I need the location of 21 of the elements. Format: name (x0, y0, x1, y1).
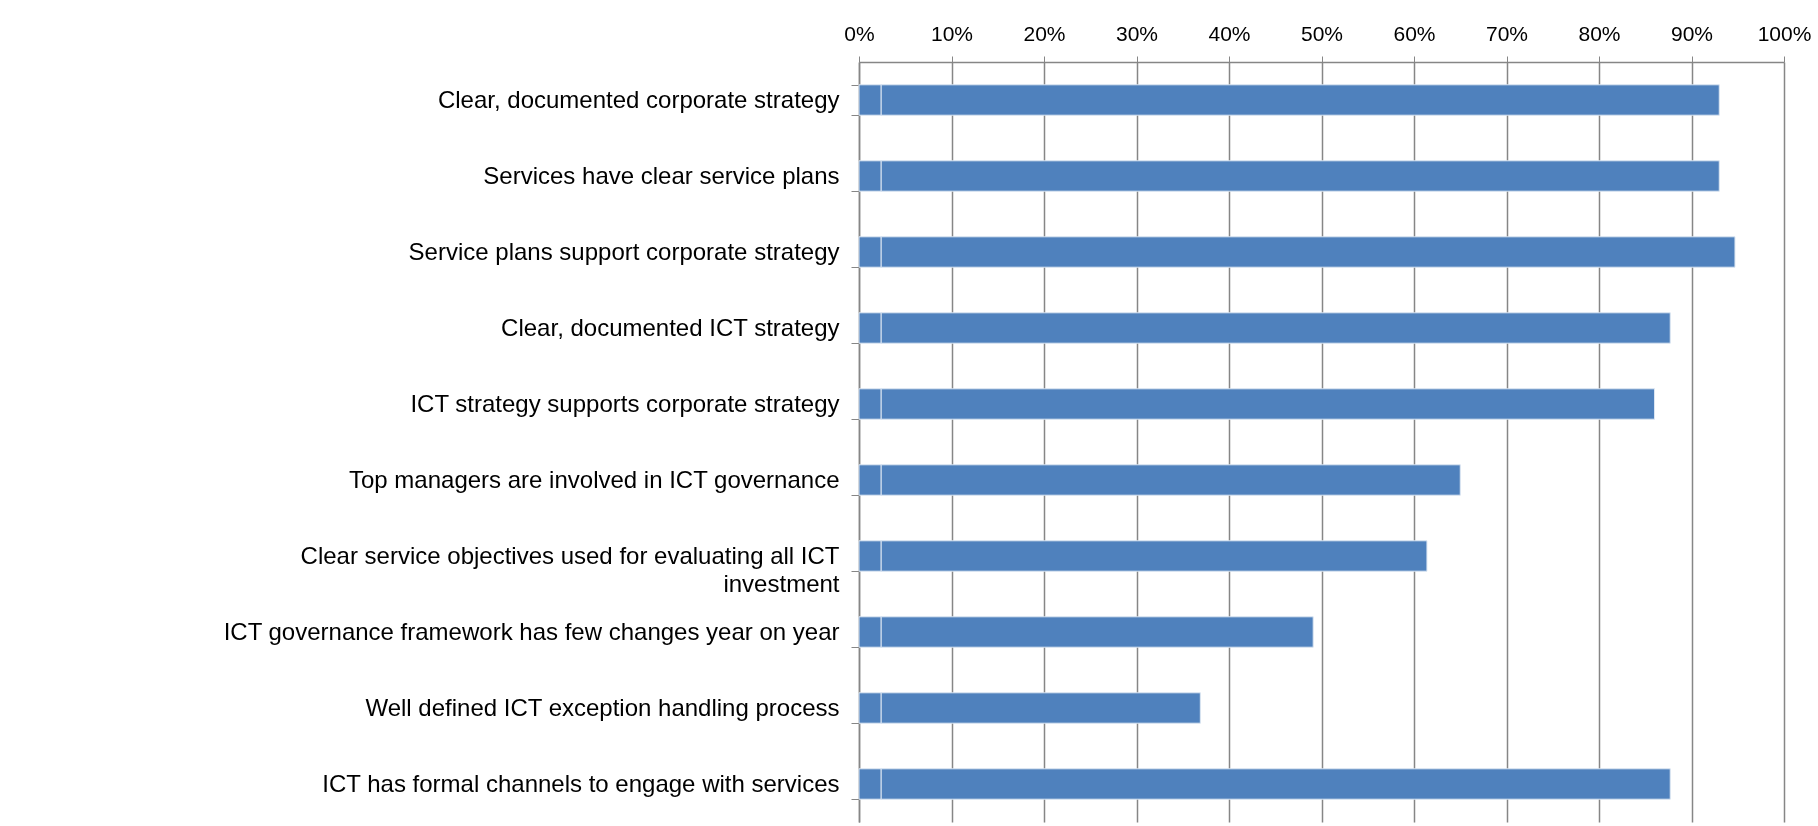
x-tick-label: 30% (1115, 21, 1159, 45)
x-tick-label: 40% (1208, 21, 1251, 45)
x-tick-label: 50% (1300, 21, 1344, 45)
y-tick-label: Clear service objectives used for evaluating all ICT investment (300, 541, 840, 597)
y-tick-label: Services have clear service plans (483, 161, 840, 189)
y-tick-label: Clear, documented corporate strategy (437, 85, 840, 113)
x-tick-label: 80% (1578, 21, 1621, 45)
y-tick-label: ICT has formal channels to engage with services (322, 769, 840, 797)
y-tick-label: Top managers are involved in ICT governance (349, 465, 840, 493)
y-tick-label: Clear, documented ICT strategy (501, 313, 840, 341)
x-tick-label: 100% (1757, 21, 1812, 45)
y-tick-label: ICT governance framework has few changes year on year (223, 617, 840, 645)
x-tick-label: 60% (1393, 21, 1436, 45)
x-tick-label: 70% (1485, 21, 1529, 45)
x-tick-label: 10% (930, 21, 974, 45)
x-tick-label: 20% (1023, 21, 1066, 45)
y-tick-label: Well defined ICT exception handling process (365, 693, 840, 721)
x-tick-label: 90% (1670, 21, 1714, 45)
x-tick-label: 0% (844, 21, 875, 45)
y-tick-label: Service plans support corporate strategy (408, 237, 840, 265)
y-tick-label: ICT strategy supports corporate strategy (410, 389, 840, 417)
